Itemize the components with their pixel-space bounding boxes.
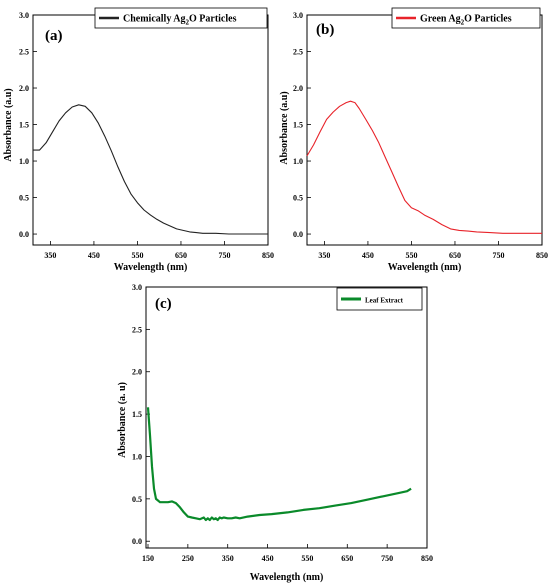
series-line	[33, 104, 268, 235]
x-tick-label: 850	[421, 554, 433, 563]
x-tick-label: 550	[301, 554, 313, 563]
y-tick-label: 0.5	[293, 194, 303, 203]
chart-panel-b: 0.0 0.5 1.0 1.5 2.0 2.5 3.0 350 450 550 650 750 850 W…	[279, 7, 548, 273]
series-line	[306, 100, 542, 234]
legend-box	[336, 287, 423, 311]
x-tick-label: 850	[536, 251, 548, 260]
y-tick-label: 2.5	[19, 48, 29, 57]
chart-panel-c: 0.0 0.5 1.0 1.5 2.0 2.5 3.0 150 250 350 450 550 650 7…	[117, 283, 433, 583]
y-tick-label: 0.5	[132, 495, 142, 504]
y-tick-label: 0.0	[132, 537, 142, 546]
x-tick-label: 750	[492, 251, 504, 260]
x-tick-label: 350	[44, 251, 56, 260]
x-tick-label: 750	[218, 251, 230, 260]
y-tick-label: 1.0	[132, 452, 142, 461]
y-tick-label: 0.0	[293, 230, 303, 239]
y-tick-label: 1.5	[293, 121, 303, 130]
x-axis-label: Wavelength (nm)	[250, 572, 324, 583]
legend-label: Leaf Extract	[365, 297, 404, 305]
y-tick-label: 2.5	[293, 48, 303, 57]
series-line	[146, 407, 412, 522]
plot-frame	[32, 14, 269, 246]
y-tick-label: 1.0	[19, 157, 29, 166]
x-tick-label: 750	[381, 554, 393, 563]
y-tick-label: 1.0	[293, 157, 303, 166]
y-tick-label: 0.0	[19, 230, 29, 239]
y-tick-label: 2.0	[293, 84, 303, 93]
x-tick-label: 650	[449, 251, 461, 260]
x-tick-label: 450	[88, 251, 100, 260]
y-tick-label: 1.5	[132, 410, 142, 419]
panel-label: (a)	[45, 28, 63, 44]
x-tick-label: 250	[182, 554, 194, 563]
y-tick-label: 3.0	[132, 283, 142, 292]
x-tick-label: 350	[222, 554, 234, 563]
y-tick-label: 0.5	[19, 194, 29, 203]
x-tick-label: 150	[142, 554, 154, 563]
legend-box	[94, 7, 268, 29]
x-tick-label: 850	[262, 251, 274, 260]
x-tick-label: 650	[175, 251, 187, 260]
y-tick-label: 2.0	[19, 84, 29, 93]
plot-frame	[145, 286, 428, 549]
chart-panel-a: 0.0 0.5 1.0 1.5 2.0 2.5 3.0 350 450 550 650 750 850 W…	[3, 7, 274, 273]
y-tick-label: 3.0	[293, 11, 303, 20]
x-tick-label: 550	[405, 251, 417, 260]
x-axis-label: Wavelength (nm)	[114, 262, 188, 273]
y-axis-label: Absorbance (a.u)	[3, 88, 14, 161]
plot-frame	[306, 14, 543, 246]
panel-label: (b)	[316, 22, 334, 38]
y-axis-label: Absorbance (a. u)	[117, 382, 128, 458]
x-tick-label: 650	[341, 554, 353, 563]
y-tick-label: 2.5	[132, 325, 142, 334]
panel-label: (c)	[155, 296, 172, 312]
x-axis-label: Wavelength (nm)	[388, 262, 462, 273]
legend-box	[391, 7, 541, 29]
y-tick-label: 1.5	[19, 121, 29, 130]
legend-label: Chemically Ag2O Particles	[123, 14, 237, 27]
y-axis-label: Absorbance (a.u)	[279, 91, 290, 164]
x-tick-label: 450	[262, 554, 274, 563]
legend-label: Green Ag2O Particles	[420, 14, 512, 27]
x-tick-label: 450	[362, 251, 374, 260]
y-tick-label: 2.0	[132, 368, 142, 377]
y-tick-label: 3.0	[19, 11, 29, 20]
x-tick-label: 350	[318, 251, 330, 260]
x-tick-label: 550	[131, 251, 143, 260]
